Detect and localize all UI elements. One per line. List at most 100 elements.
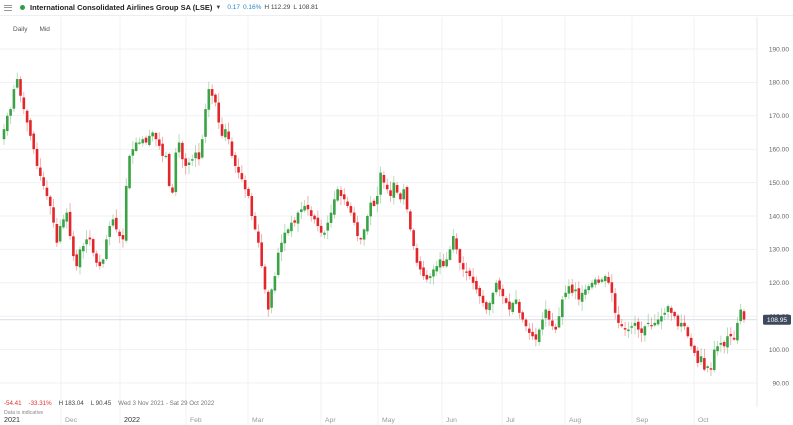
candle-up (514, 299, 518, 304)
candle-down (524, 319, 528, 327)
price-type-selector[interactable]: Mid (39, 26, 50, 33)
x-axis-label: Mar (252, 417, 264, 424)
candle-up (111, 219, 115, 226)
candle-up (270, 289, 273, 308)
y-axis-label: 120.00 (769, 280, 790, 287)
y-axis-label: 150.00 (769, 180, 790, 187)
chart-toolbar: Daily Mid (13, 26, 50, 33)
candle-up (124, 185, 128, 241)
candle-down (240, 173, 244, 180)
candle-down (154, 132, 158, 140)
x-axis-label: 2022 (124, 415, 140, 424)
candle-up (12, 89, 16, 109)
candle-down (260, 242, 263, 267)
candle-down (465, 271, 468, 273)
candle-down (613, 293, 617, 313)
candle-down (508, 301, 511, 310)
caret-down-icon[interactable]: ▼ (215, 4, 222, 11)
candle-down (167, 153, 171, 186)
x-axis-label: 2021 (4, 415, 20, 424)
candle-up (148, 135, 151, 146)
candle-up (646, 322, 650, 325)
candle-down (313, 215, 316, 220)
last-price-badge: 108.95 (763, 314, 791, 325)
candle-up (679, 322, 683, 327)
instrument-title[interactable]: International Consolidated Airlines Grou… (30, 3, 213, 12)
candle-up (62, 219, 65, 228)
candle-up (326, 222, 330, 231)
candle-up (131, 149, 135, 156)
candle-down (689, 337, 693, 347)
candlestick-chart[interactable]: 190.00 180.00 170.00 160.00 150.00 140.00 130.… (0, 17, 793, 425)
candle-up (451, 236, 455, 250)
candle-up (660, 316, 663, 322)
y-axis-label: 170.00 (769, 113, 790, 120)
candle-down (197, 152, 201, 160)
candle-up (376, 195, 379, 205)
candle-up (303, 205, 306, 211)
candle-down (253, 215, 257, 230)
candle-up (273, 276, 277, 291)
candle-up (706, 366, 709, 369)
x-axis-label: Dec (65, 417, 78, 424)
candle-up (290, 222, 293, 232)
candle-down (181, 142, 184, 160)
candle-down (29, 120, 32, 136)
candle-down (263, 266, 267, 290)
candle-down (527, 328, 531, 333)
candle-down (458, 249, 462, 263)
candle-down (418, 261, 422, 270)
candle-down (547, 310, 551, 320)
candle-down (247, 188, 250, 196)
candle-down (32, 133, 36, 150)
candle-down (399, 193, 402, 200)
candle-up (432, 269, 435, 277)
hamburger-icon[interactable] (4, 4, 12, 11)
candle-up (491, 292, 495, 305)
candle-down (415, 248, 419, 263)
y-axis-label: 180.00 (769, 80, 790, 87)
period-range: Wed 3 Nov 2021 - Sat 29 Oct 2022 (118, 400, 215, 407)
candle-down (115, 217, 118, 230)
candle-up (428, 276, 432, 279)
candle-up (653, 322, 657, 326)
candle-down (425, 274, 429, 280)
candle-up (600, 279, 604, 282)
candle-up (736, 322, 739, 341)
interval-selector[interactable]: Daily (13, 26, 28, 33)
candle-up (584, 289, 587, 295)
candle-up (580, 292, 584, 302)
candle-up (194, 152, 197, 159)
candle-down (349, 206, 353, 213)
candle-up (537, 329, 541, 343)
candle-down (227, 131, 230, 140)
candle-down (636, 321, 640, 330)
candle-up (663, 312, 667, 315)
candle-down (703, 358, 706, 370)
candle-down (250, 196, 254, 216)
period-stats: -54.41 -33.31% H 183.04 L 90.45 Wed 3 No… (4, 400, 214, 407)
x-axis-label: Oct (698, 417, 709, 424)
candle-up (445, 259, 448, 267)
candle-up (726, 336, 729, 348)
market-status-dot-icon (20, 5, 25, 10)
candle-up (65, 212, 69, 222)
candle-up (712, 349, 716, 370)
candle-up (78, 249, 82, 268)
candle-up (362, 229, 366, 240)
candle-down (88, 237, 92, 240)
candle-up (280, 242, 283, 253)
candle-down (650, 325, 653, 327)
x-axis-label: Sep (636, 417, 648, 424)
candle-up (191, 159, 194, 161)
period-change: -54.41 (4, 400, 22, 407)
candles (2, 72, 746, 377)
y-axis-label: 90.00 (772, 380, 789, 387)
last-price-label: 108.95 (767, 317, 788, 324)
candle-down (342, 194, 346, 200)
candle-down (732, 337, 736, 340)
x-axis-label: Jun (446, 417, 457, 424)
candle-up (138, 142, 141, 144)
candle-down (597, 279, 600, 283)
